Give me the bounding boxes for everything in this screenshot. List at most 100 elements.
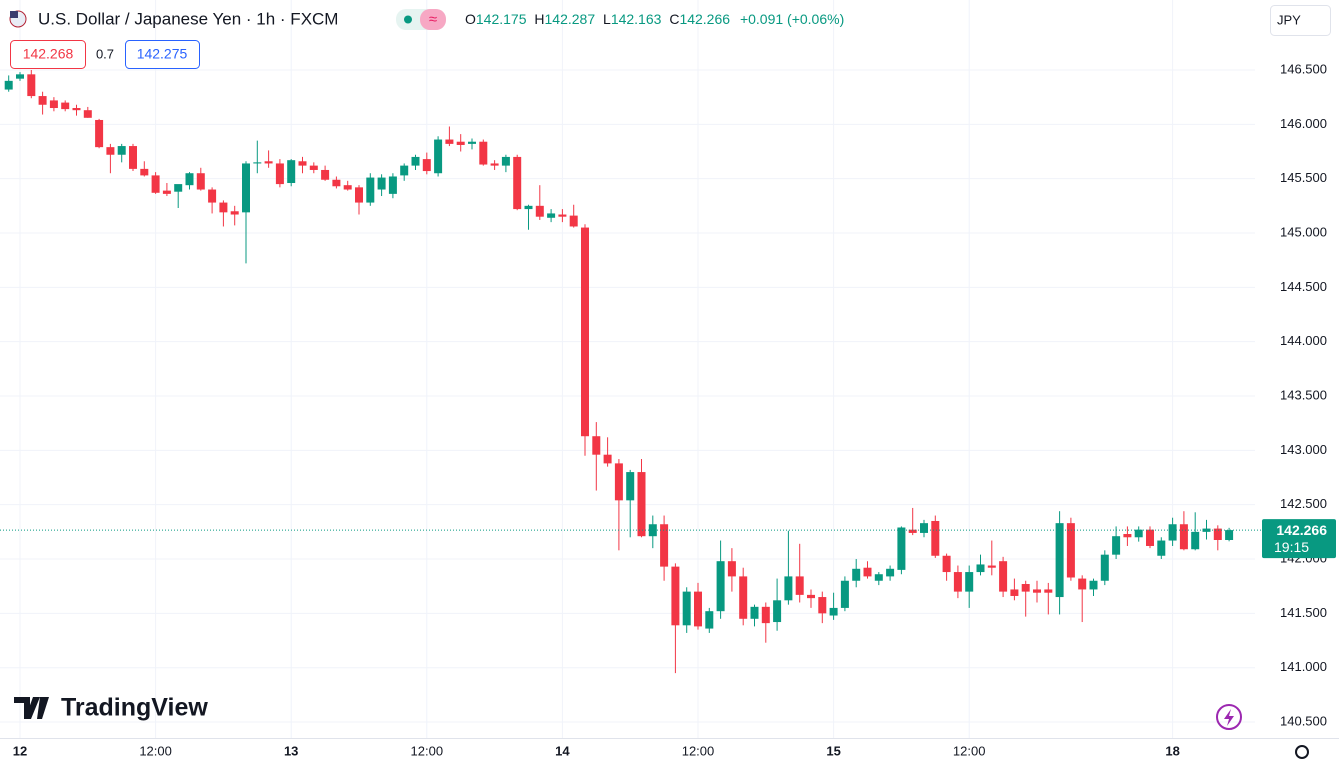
currency[interactable]: JPY — [1277, 12, 1301, 27]
candle-body — [355, 187, 363, 203]
candle-body — [682, 591, 691, 626]
candle-body — [750, 606, 759, 619]
candle-body — [987, 565, 996, 568]
candle-body — [829, 607, 838, 616]
ohlc-value: 142.163 — [611, 11, 662, 27]
candle-body — [162, 190, 171, 194]
candle-body — [117, 146, 126, 155]
ohlc-value: 142.266 — [679, 11, 730, 27]
candle-body — [1191, 531, 1200, 550]
candle-body — [275, 163, 284, 185]
candle-body — [716, 561, 725, 612]
candle-body — [513, 156, 522, 210]
ohlc-letter: L — [603, 11, 611, 27]
lightning-icon — [1224, 709, 1234, 726]
candle-body — [886, 568, 895, 577]
candle-body — [614, 463, 623, 501]
candle-body — [445, 139, 454, 144]
candle-body — [298, 161, 307, 166]
ohlc-letter: O — [465, 11, 476, 27]
candle-body — [863, 567, 872, 577]
candle-body — [1123, 534, 1132, 538]
candle-body — [332, 179, 341, 187]
candle-body — [592, 436, 601, 455]
candle-body — [38, 96, 47, 105]
candle-body — [807, 594, 815, 599]
delay-icon: ≈ — [429, 11, 437, 28]
candle-body — [253, 162, 262, 164]
candle-body — [953, 572, 962, 592]
candles — [4, 69, 1234, 674]
candle-body — [16, 74, 24, 79]
candle-body — [1112, 536, 1121, 555]
candle-body — [343, 185, 352, 190]
candle-body — [468, 141, 476, 144]
candle-body — [1168, 524, 1177, 541]
settings-button[interactable] — [1295, 745, 1309, 759]
candle-body — [558, 214, 567, 217]
grid — [0, 0, 1255, 738]
candle-body — [671, 566, 680, 626]
chart-title: U.S. Dollar / Japanese Yen · 1h · FXCM — [38, 9, 338, 28]
buy-price[interactable]: 142.275 — [137, 46, 188, 62]
candle-body — [1157, 540, 1166, 556]
candle-body — [603, 454, 612, 464]
x-tick-label: 12:00 — [411, 743, 444, 758]
candle-body — [705, 611, 714, 629]
candle-body — [129, 146, 137, 169]
candle-body — [581, 227, 589, 437]
candle-body — [1134, 529, 1143, 538]
last-price-box — [1262, 519, 1336, 559]
y-tick-label: 146.500 — [1280, 61, 1327, 76]
candle-body — [1010, 589, 1019, 596]
candle-body — [151, 175, 160, 193]
candle-body — [49, 100, 58, 109]
candle-body — [27, 74, 36, 97]
currency-button[interactable] — [1270, 5, 1331, 36]
candle-body — [456, 141, 465, 145]
candle-body — [942, 555, 951, 573]
candle-body — [219, 202, 228, 213]
spread: 0.7 — [96, 46, 114, 61]
ohlc-letter: C — [669, 11, 679, 27]
candle-body — [106, 147, 115, 155]
y-tick-label: 142.500 — [1280, 496, 1327, 511]
candle-body — [388, 176, 397, 194]
candle-body — [321, 169, 330, 180]
candle-body — [196, 173, 205, 190]
candle-body — [739, 576, 748, 619]
candle-body — [999, 561, 1008, 592]
y-tick-label: 145.500 — [1280, 170, 1327, 185]
candle-body — [761, 606, 770, 624]
candle-body — [976, 564, 985, 573]
candle-body — [287, 160, 296, 184]
candle-body — [920, 523, 928, 533]
candle-body — [230, 211, 239, 215]
candle-body — [1213, 528, 1222, 540]
candle-body — [897, 527, 906, 570]
candle-body — [784, 576, 793, 601]
candle-body — [377, 177, 386, 190]
y-tick-label: 144.000 — [1280, 333, 1327, 348]
candle-body — [185, 173, 194, 186]
candle-body — [72, 108, 81, 111]
candle-body — [840, 580, 849, 608]
ohlc-letter: H — [534, 11, 544, 27]
candle-body — [434, 139, 443, 174]
x-tick-label: 13 — [284, 743, 298, 758]
x-tick-label: 12:00 — [682, 743, 715, 758]
x-tick-label: 14 — [555, 743, 570, 758]
lightning-button[interactable] — [1216, 704, 1242, 730]
candle-body — [569, 215, 578, 227]
candle-body — [931, 520, 940, 556]
sell-button[interactable] — [10, 40, 86, 69]
sell-price[interactable]: 142.268 — [23, 46, 74, 62]
y-tick-label: 143.500 — [1280, 387, 1327, 402]
candle-body — [874, 574, 883, 581]
brand: TradingView — [61, 694, 208, 722]
buy-button[interactable] — [125, 40, 200, 69]
y-tick-label: 145.000 — [1280, 224, 1327, 239]
candle-body — [411, 156, 420, 166]
x-tick-label: 12 — [13, 743, 27, 758]
